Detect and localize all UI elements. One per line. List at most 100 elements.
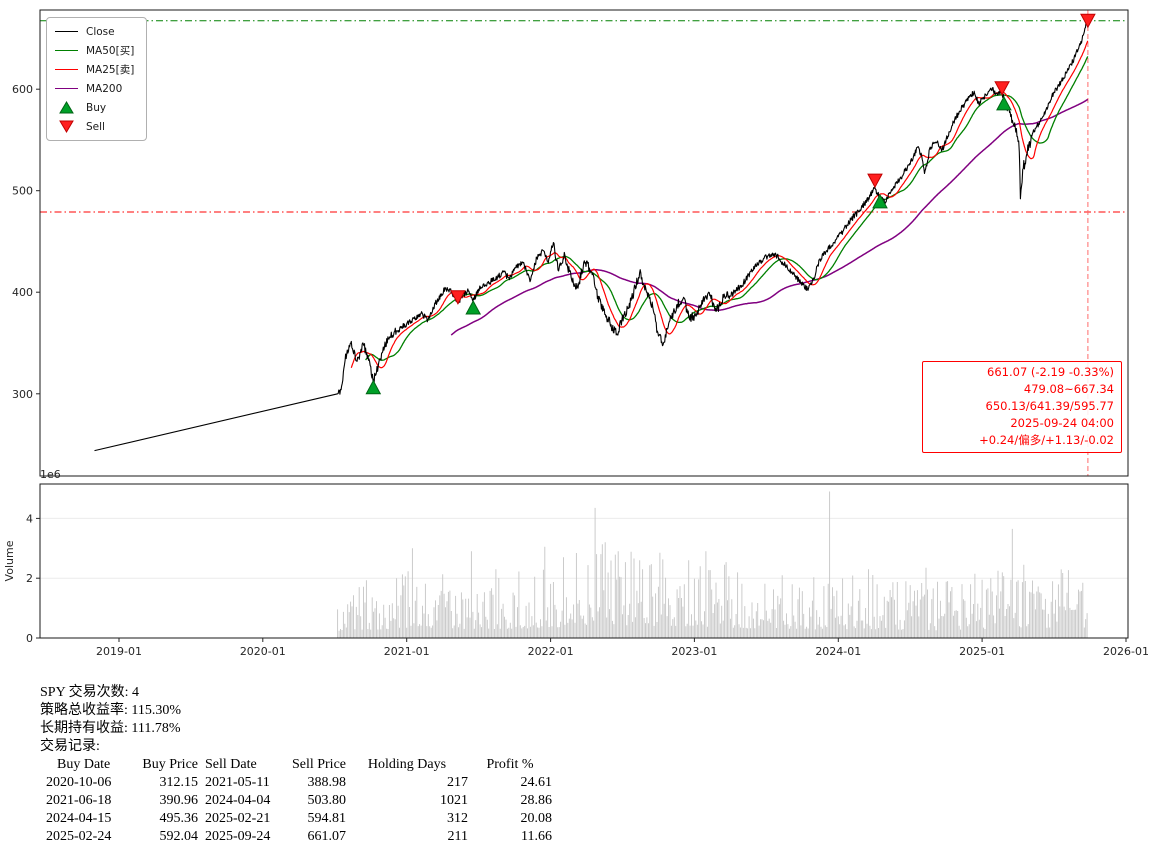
legend-item-3: MA200 xyxy=(55,82,134,95)
annotation-line-3: 650.13/641.39/595.77 xyxy=(985,399,1114,413)
ma25-line xyxy=(350,40,1089,369)
trade-buy-price: 390.96 xyxy=(159,793,199,808)
header-buy-date: Buy Date xyxy=(57,757,111,772)
volume-axis-title: Volume xyxy=(3,540,16,581)
trades-table-header: Buy Date Buy Price Sell Date Sell Price … xyxy=(40,756,552,774)
summary-strategy-return: 策略总收益率: 115.30% xyxy=(40,703,182,718)
trade-holding-days: 211 xyxy=(447,829,468,844)
close-line xyxy=(94,20,1089,452)
trade-profit: 11.66 xyxy=(521,829,552,844)
trade-row: 2025-02-24 592.04 2025-09-24 661.07 211 … xyxy=(40,828,552,846)
trade-profit: 20.08 xyxy=(520,811,553,826)
sell-marker-icon xyxy=(1080,13,1096,29)
trade-buy-date: 2024-04-15 xyxy=(46,811,112,826)
xtick-label: 2023-01 xyxy=(671,645,717,658)
volume-ytick-label: 2 xyxy=(26,572,33,585)
volume-ytick-label: 0 xyxy=(26,632,33,645)
volume-panel-border xyxy=(39,483,1129,639)
legend-label: MA50[买] xyxy=(86,45,135,57)
trade-buy-date: 2020-10-06 xyxy=(46,775,112,790)
legend-line-swatch xyxy=(55,88,78,89)
buy-marker-icon xyxy=(996,95,1012,111)
xtick-label: 2025-01 xyxy=(959,645,1005,658)
annotation-line-2: 479.08~667.34 xyxy=(1023,382,1114,396)
trade-sell-price: 661.07 xyxy=(307,829,347,844)
buy-triangle-icon xyxy=(59,101,74,114)
trade-buy-date: 2021-06-18 xyxy=(46,793,112,808)
buy-marker-icon xyxy=(465,299,482,315)
price-ytick-label: 400 xyxy=(12,286,33,299)
header-profit: Profit % xyxy=(486,757,534,772)
trade-holding-days: 312 xyxy=(447,811,468,826)
volume-gridlines xyxy=(40,517,1128,579)
chart-canvas: 300 400 500 600 0 2 4 2019-01 2020-01 2021-01 2022… xyxy=(3,9,1149,658)
buy-markers xyxy=(365,95,1012,395)
buy-marker-icon xyxy=(365,379,382,395)
xtick-label: 2020-01 xyxy=(240,645,286,658)
trade-buy-price: 495.36 xyxy=(159,811,199,826)
volume-scale-label: 1e6 xyxy=(40,468,61,481)
legend-label: MA25[卖] xyxy=(86,64,135,76)
trade-sell-date: 2024-04-04 xyxy=(205,793,271,808)
sell-markers xyxy=(450,13,1096,305)
trade-sell-price: 388.98 xyxy=(307,775,347,790)
sell-marker-icon xyxy=(867,173,883,189)
trade-sell-date: 2025-09-24 xyxy=(205,829,271,844)
sell-marker-icon xyxy=(994,81,1010,96)
annotation-line-4: 2025-09-24 04:00 xyxy=(1010,416,1114,430)
legend-label: Buy xyxy=(86,101,107,114)
trade-summary: SPY 交易次数: 4 策略总收益率: 115.30% 长期持有收益: 111.… xyxy=(40,684,552,846)
trade-row: 2021-06-18 390.96 2024-04-04 503.80 1021… xyxy=(40,792,552,810)
trade-row: 2024-04-15 495.36 2025-02-21 594.81 312 … xyxy=(40,810,552,828)
legend-item-4: Buy xyxy=(55,101,134,114)
header-sell-price: Sell Price xyxy=(291,757,346,772)
ma50-line xyxy=(365,56,1089,361)
legend-item-0: Close xyxy=(55,25,134,38)
trade-row: 2020-10-06 312.15 2021-05-11 388.98 217 … xyxy=(40,774,552,792)
volume-ytick-label: 4 xyxy=(26,512,33,525)
price-ytick-label: 600 xyxy=(12,83,33,96)
annotation-line-5: +0.24/偏多/+1.13/-0.02 xyxy=(979,433,1114,447)
legend-label: Sell xyxy=(86,120,105,133)
legend-label: Close xyxy=(86,25,115,38)
legend-label: MA200 xyxy=(86,82,123,95)
price-ytick-label: 300 xyxy=(12,388,33,401)
xtick-label: 2022-01 xyxy=(528,645,574,658)
header-holding-days: Holding Days xyxy=(367,757,447,772)
xtick-label: 2024-01 xyxy=(815,645,861,658)
trade-sell-price: 594.81 xyxy=(307,811,347,826)
price-panel-border xyxy=(39,9,1129,477)
chart-legend: Close MA50[买] MA25[卖] MA200 Buy Sell xyxy=(46,17,148,141)
legend-item-1: MA50[买] xyxy=(55,44,134,57)
header-buy-price: Buy Price xyxy=(142,757,198,772)
xtick-label: 2021-01 xyxy=(384,645,430,658)
volume-bars xyxy=(337,491,1088,638)
legend-line-swatch xyxy=(55,50,78,51)
trade-sell-date: 2025-02-21 xyxy=(205,811,271,826)
price-annotation-box: 661.07 (-2.19 -0.33%) 479.08~667.34 650.13… xyxy=(922,361,1122,453)
trade-profit: 24.61 xyxy=(520,775,553,790)
legend-item-2: MA25[卖] xyxy=(55,63,134,76)
legend-line-swatch xyxy=(55,69,78,70)
trade-holding-days: 1021 xyxy=(440,793,468,808)
summary-records-title: 交易记录: xyxy=(40,739,100,754)
summary-trade-count: SPY 交易次数: 4 xyxy=(40,685,140,700)
ma200-line xyxy=(450,98,1089,336)
summary-holding-return: 长期持有收益: 111.78% xyxy=(40,721,181,736)
trade-sell-date: 2021-05-11 xyxy=(205,775,270,790)
sell-marker-icon xyxy=(450,290,466,305)
legend-line-swatch xyxy=(55,31,78,32)
header-sell-date: Sell Date xyxy=(205,757,257,772)
trade-profit: 28.86 xyxy=(520,793,553,808)
buy-marker-icon xyxy=(872,193,888,209)
axes: 300 400 500 600 0 2 4 2019-01 2020-01 2021-01 2022… xyxy=(3,83,1149,658)
trade-buy-price: 312.15 xyxy=(159,775,199,790)
trade-buy-price: 592.04 xyxy=(159,829,199,844)
trade-holding-days: 217 xyxy=(447,775,468,790)
sell-triangle-icon xyxy=(59,120,74,133)
xtick-label: 2019-01 xyxy=(96,645,142,658)
legend-item-5: Sell xyxy=(55,120,134,133)
price-ytick-label: 500 xyxy=(12,185,33,198)
trade-buy-date: 2025-02-24 xyxy=(46,829,112,844)
